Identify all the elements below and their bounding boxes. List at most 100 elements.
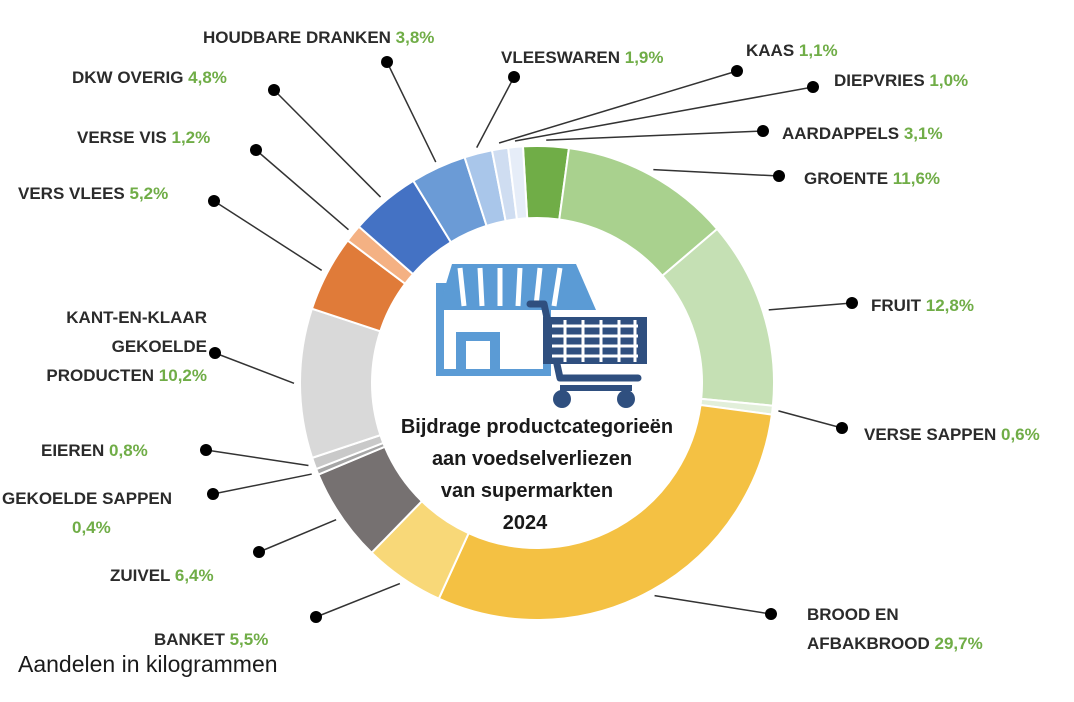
leader-line bbox=[212, 473, 312, 495]
slice-category: FRUIT bbox=[871, 296, 922, 315]
slice-category: GEKOELDE bbox=[112, 337, 207, 356]
leader-line bbox=[653, 168, 780, 177]
slice-category: DIEPVRIES bbox=[834, 71, 925, 90]
slice-label: DKW OVERIG 4,8% bbox=[72, 68, 227, 87]
slice-label: KANT-EN-KLAAR GEKOELDE PRODUCTEN 10,2% bbox=[46, 308, 207, 385]
chart-title: Bijdrage productcategorieën aan voedselv… bbox=[401, 416, 673, 534]
leader-dot bbox=[807, 81, 819, 93]
leader-dot bbox=[200, 444, 212, 456]
leader-dot bbox=[250, 144, 262, 156]
slice-category: DKW OVERIG bbox=[72, 68, 183, 87]
leader-dot bbox=[310, 611, 322, 623]
slice-label: BANKET 5,5% bbox=[154, 630, 268, 649]
slice-percentage: 0,8% bbox=[104, 441, 147, 460]
leader-dot bbox=[207, 488, 219, 500]
slice-labels: AARDAPPELS 3,1% GROENTE 11,6% FRUIT 12,8% V… bbox=[2, 28, 1040, 653]
leader-line bbox=[768, 302, 853, 311]
slice-percentage: 3,8% bbox=[391, 28, 434, 47]
slice-category: ZUIVEL bbox=[110, 566, 170, 585]
slice-label: HOUDBARE DRANKEN 3,8% bbox=[203, 28, 434, 47]
slice-label: AARDAPPELS 3,1% bbox=[782, 124, 943, 143]
slice-category: EIEREN bbox=[41, 441, 104, 460]
leader-dot bbox=[757, 125, 769, 137]
leader-dot bbox=[381, 56, 393, 68]
slice-category: VERS VLEES bbox=[18, 184, 125, 203]
slice-label: EIEREN 0,8% bbox=[41, 441, 148, 460]
slice-category: VLEESWAREN bbox=[501, 48, 620, 67]
slice-percentage: 0,6% bbox=[996, 425, 1039, 444]
chart-title-line: van supermarkten bbox=[441, 480, 613, 502]
slice-category: PRODUCTEN bbox=[46, 366, 154, 385]
chart-title-line: 2024 bbox=[503, 512, 548, 534]
slice-label: BROOD EN AFBAKBROOD 29,7% bbox=[807, 605, 983, 653]
slice-label: GROENTE 11,6% bbox=[804, 169, 940, 188]
donut-slice bbox=[299, 307, 382, 460]
slice-percentage: 5,5% bbox=[225, 630, 268, 649]
slice-label: VERS VLEES 5,2% bbox=[18, 184, 168, 203]
leader-line bbox=[205, 449, 309, 467]
leader-line bbox=[273, 89, 382, 198]
slice-category: KANT-EN-KLAAR bbox=[66, 308, 207, 327]
leader-dot bbox=[836, 422, 848, 434]
leader-line bbox=[315, 582, 401, 618]
footnote: Aandelen in kilogrammen bbox=[18, 651, 278, 677]
slice-label: KAAS 1,1% bbox=[746, 41, 838, 60]
leader-line bbox=[514, 86, 814, 142]
leader-line bbox=[498, 70, 738, 144]
slice-percentage: 12,8% bbox=[921, 296, 974, 315]
leader-dot bbox=[268, 84, 280, 96]
leader-line bbox=[476, 76, 515, 148]
leader-line bbox=[654, 594, 772, 615]
slice-category: BANKET bbox=[154, 630, 225, 649]
slice-label: VERSE SAPPEN 0,6% bbox=[864, 425, 1040, 444]
slice-category: HOUDBARE DRANKEN bbox=[203, 28, 391, 47]
slice-category: AFBAKBROOD bbox=[807, 634, 930, 653]
slice-label: DIEPVRIES 1,0% bbox=[834, 71, 968, 90]
slice-percentage: 1,0% bbox=[925, 71, 968, 90]
slice-category: KAAS bbox=[746, 41, 794, 60]
leader-line bbox=[213, 200, 323, 271]
leader-dot bbox=[253, 546, 265, 558]
slice-label: VLEESWAREN 1,9% bbox=[501, 48, 664, 67]
leader-line bbox=[258, 519, 337, 553]
slice-percentage: 4,8% bbox=[183, 68, 226, 87]
slice-label: GEKOELDE SAPPEN 0,4% bbox=[2, 489, 172, 537]
leader-line bbox=[255, 149, 349, 231]
shop-cart-icon bbox=[436, 264, 647, 408]
slice-label: FRUIT 12,8% bbox=[871, 296, 974, 315]
leader-dot bbox=[208, 195, 220, 207]
leader-dot bbox=[731, 65, 743, 77]
chart-title-line: aan voedselverliezen bbox=[432, 448, 632, 470]
leader-dot bbox=[209, 347, 221, 359]
leader-line bbox=[546, 130, 764, 141]
leader-dot bbox=[773, 170, 785, 182]
slice-percentage: 0,4% bbox=[72, 518, 111, 537]
leader-line bbox=[386, 61, 437, 163]
slice-percentage: 6,4% bbox=[170, 566, 213, 585]
donut-slices bbox=[299, 145, 775, 621]
slice-category: GROENTE bbox=[804, 169, 888, 188]
leader-dot bbox=[508, 71, 520, 83]
slice-percentage: 29,7% bbox=[930, 634, 983, 653]
slice-category: GEKOELDE SAPPEN bbox=[2, 489, 172, 508]
leader-dot bbox=[765, 608, 777, 620]
leader-lines bbox=[200, 56, 858, 623]
slice-percentage: 11,6% bbox=[888, 169, 940, 188]
slice-category: VERSE SAPPEN bbox=[864, 425, 996, 444]
slice-percentage: 1,9% bbox=[620, 48, 663, 67]
slice-category: AARDAPPELS bbox=[782, 124, 899, 143]
leader-dot bbox=[846, 297, 858, 309]
donut-slice bbox=[437, 403, 774, 621]
slice-category: VERSE VIS bbox=[77, 128, 167, 147]
slice-category: BROOD EN bbox=[807, 605, 899, 624]
donut-slice bbox=[507, 145, 529, 221]
slice-percentage: 10,2% bbox=[154, 366, 207, 385]
slice-label: VERSE VIS 1,2% bbox=[77, 128, 210, 147]
slice-percentage: 1,1% bbox=[794, 41, 837, 60]
slice-percentage: 1,2% bbox=[167, 128, 210, 147]
leader-line bbox=[778, 410, 843, 429]
slice-percentage: 3,1% bbox=[899, 124, 942, 143]
chart-title-line: Bijdrage productcategorieën bbox=[401, 416, 673, 438]
slice-label: ZUIVEL 6,4% bbox=[110, 566, 214, 585]
